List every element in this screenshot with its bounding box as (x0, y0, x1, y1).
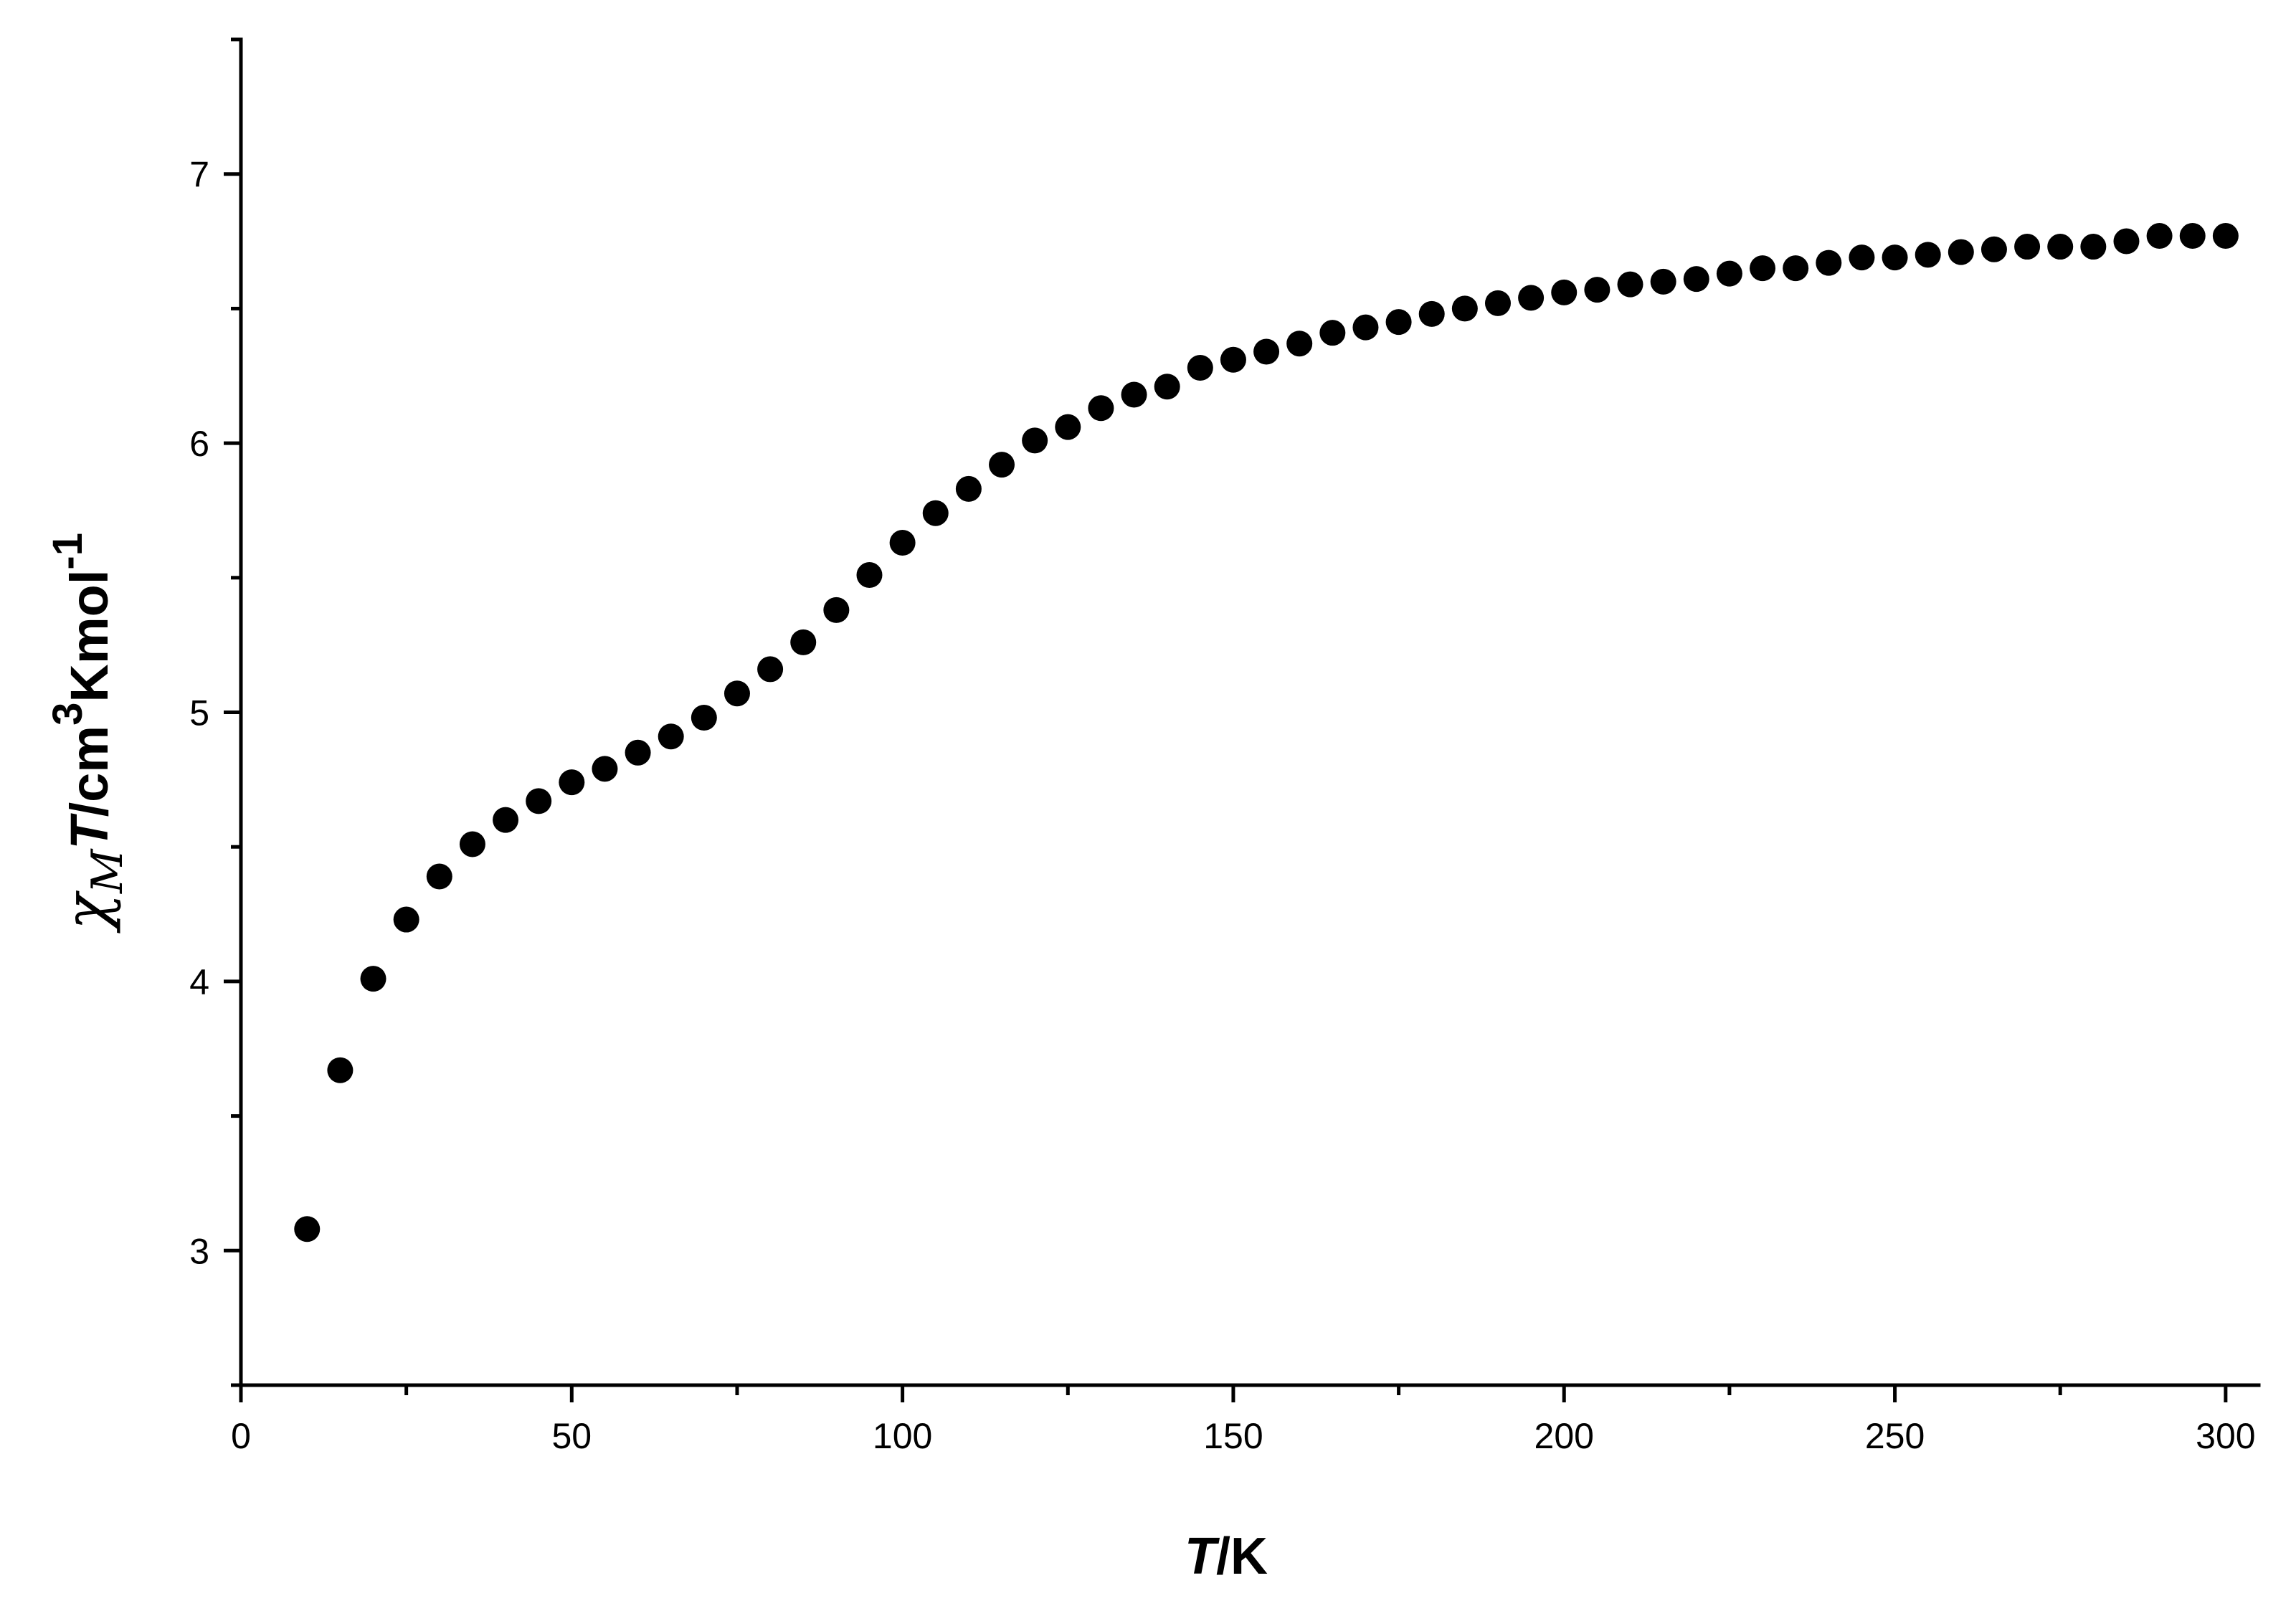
x-tick-label: 250 (1865, 1416, 1925, 1456)
data-point (1584, 277, 1610, 303)
data-point (1352, 314, 1379, 341)
y-tick-label: 6 (189, 424, 209, 464)
data-point (2179, 223, 2206, 250)
data-point (1253, 338, 1280, 365)
data-point (1220, 346, 1246, 373)
data-points (294, 223, 2239, 1242)
x-tick-label: 100 (873, 1416, 932, 1456)
data-point (1319, 320, 1346, 346)
y-tick-label: 7 (189, 155, 209, 195)
data-point (2047, 234, 2074, 260)
data-point (1022, 427, 1048, 454)
data-point (1683, 266, 1709, 293)
data-point (1418, 300, 1445, 327)
x-tick-label: 0 (231, 1416, 251, 1456)
data-point (1484, 290, 1511, 316)
data-point (823, 597, 850, 623)
data-point (1385, 309, 1412, 336)
y-tick-label: 5 (189, 693, 209, 733)
data-point (1849, 244, 1875, 271)
data-point (856, 562, 883, 589)
data-point (989, 452, 1015, 478)
data-point (922, 500, 949, 526)
data-point (1980, 236, 2007, 262)
data-point (2080, 234, 2107, 260)
data-point (327, 1057, 354, 1083)
data-point (1451, 295, 1478, 322)
data-point (493, 807, 519, 833)
x-axis-title: T/K (1185, 1528, 1268, 1585)
data-point (360, 966, 386, 992)
data-point (459, 831, 485, 857)
data-point (1187, 354, 1213, 381)
data-point (1750, 255, 1776, 282)
data-point (1286, 331, 1313, 357)
data-point (1055, 414, 1081, 440)
data-point (1882, 244, 1908, 271)
data-point (724, 680, 750, 707)
data-point (1915, 242, 1941, 268)
x-tick-label: 300 (2196, 1416, 2255, 1456)
x-tick-label: 150 (1203, 1416, 1263, 1456)
data-point (889, 529, 916, 556)
data-point (1088, 395, 1114, 422)
data-point (1816, 250, 1842, 276)
data-point (757, 656, 784, 683)
data-point (1783, 255, 1809, 282)
data-point (559, 769, 585, 796)
data-point (2014, 234, 2041, 260)
data-point (790, 629, 817, 655)
data-point (1948, 239, 1974, 265)
data-point (691, 705, 717, 731)
data-point (2212, 223, 2239, 250)
data-point (294, 1216, 321, 1242)
data-point (955, 475, 982, 502)
y-axis-title: χMT/cm3Kmol-1 (44, 533, 133, 933)
data-point (1617, 271, 1643, 298)
data-point (1716, 260, 1742, 287)
data-point (1518, 285, 1545, 311)
axes (224, 37, 2261, 1402)
x-tick-label: 200 (1534, 1416, 1594, 1456)
data-point (426, 863, 452, 890)
y-tick-label: 4 (189, 962, 209, 1002)
data-point (2113, 228, 2140, 255)
data-point (658, 723, 684, 750)
data-point (1154, 374, 1180, 400)
x-tick-label: 50 (551, 1416, 592, 1456)
data-point (1650, 268, 1676, 295)
data-point (393, 906, 419, 933)
data-point (2146, 223, 2173, 250)
data-point (1121, 381, 1147, 408)
data-point (625, 739, 651, 766)
tick-labels: 0 50 100 150 200 250 300 3 4 5 6 7 (189, 155, 2255, 1456)
data-point (592, 756, 618, 782)
data-point (1551, 279, 1578, 305)
data-point (526, 788, 552, 814)
y-tick-label: 3 (189, 1231, 209, 1271)
